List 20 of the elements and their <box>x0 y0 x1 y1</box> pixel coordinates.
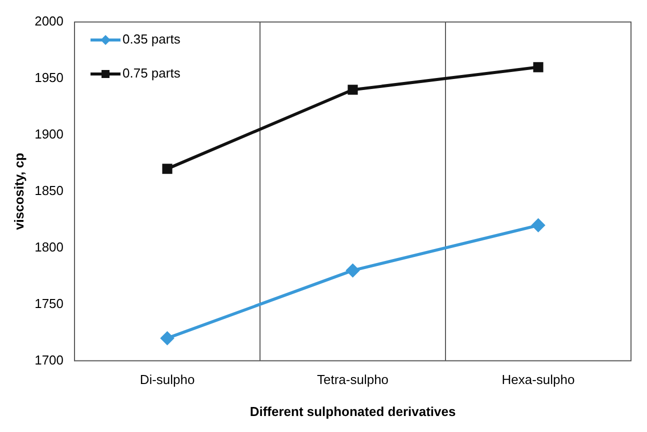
y-tick-label: 1800 <box>34 239 64 254</box>
point <box>346 264 360 277</box>
y-tick-label: 1900 <box>34 126 64 142</box>
legend-label: 0.35 parts <box>122 32 181 47</box>
y-tick-label: 1750 <box>34 296 64 311</box>
x-axis-title: Different sulphonated derivatives <box>250 404 456 419</box>
y-tick-label: 2000 <box>34 14 64 29</box>
point <box>348 84 358 95</box>
point <box>160 332 174 345</box>
legend-label: 0.75 parts <box>122 66 181 81</box>
point <box>162 164 172 174</box>
x-tick-label: Di-sulpho <box>140 372 195 388</box>
point <box>533 62 544 72</box>
point <box>532 218 545 232</box>
y-axis-title: viscosity, cp <box>11 152 26 230</box>
y-tick-label: 1700 <box>34 352 64 368</box>
y-tick-label: 1950 <box>34 70 64 86</box>
x-tick-label: Hexa-sulpho <box>502 372 575 388</box>
y-tick-label: 1850 <box>34 182 64 198</box>
x-tick-label: Tetra-sulpho <box>316 372 389 388</box>
